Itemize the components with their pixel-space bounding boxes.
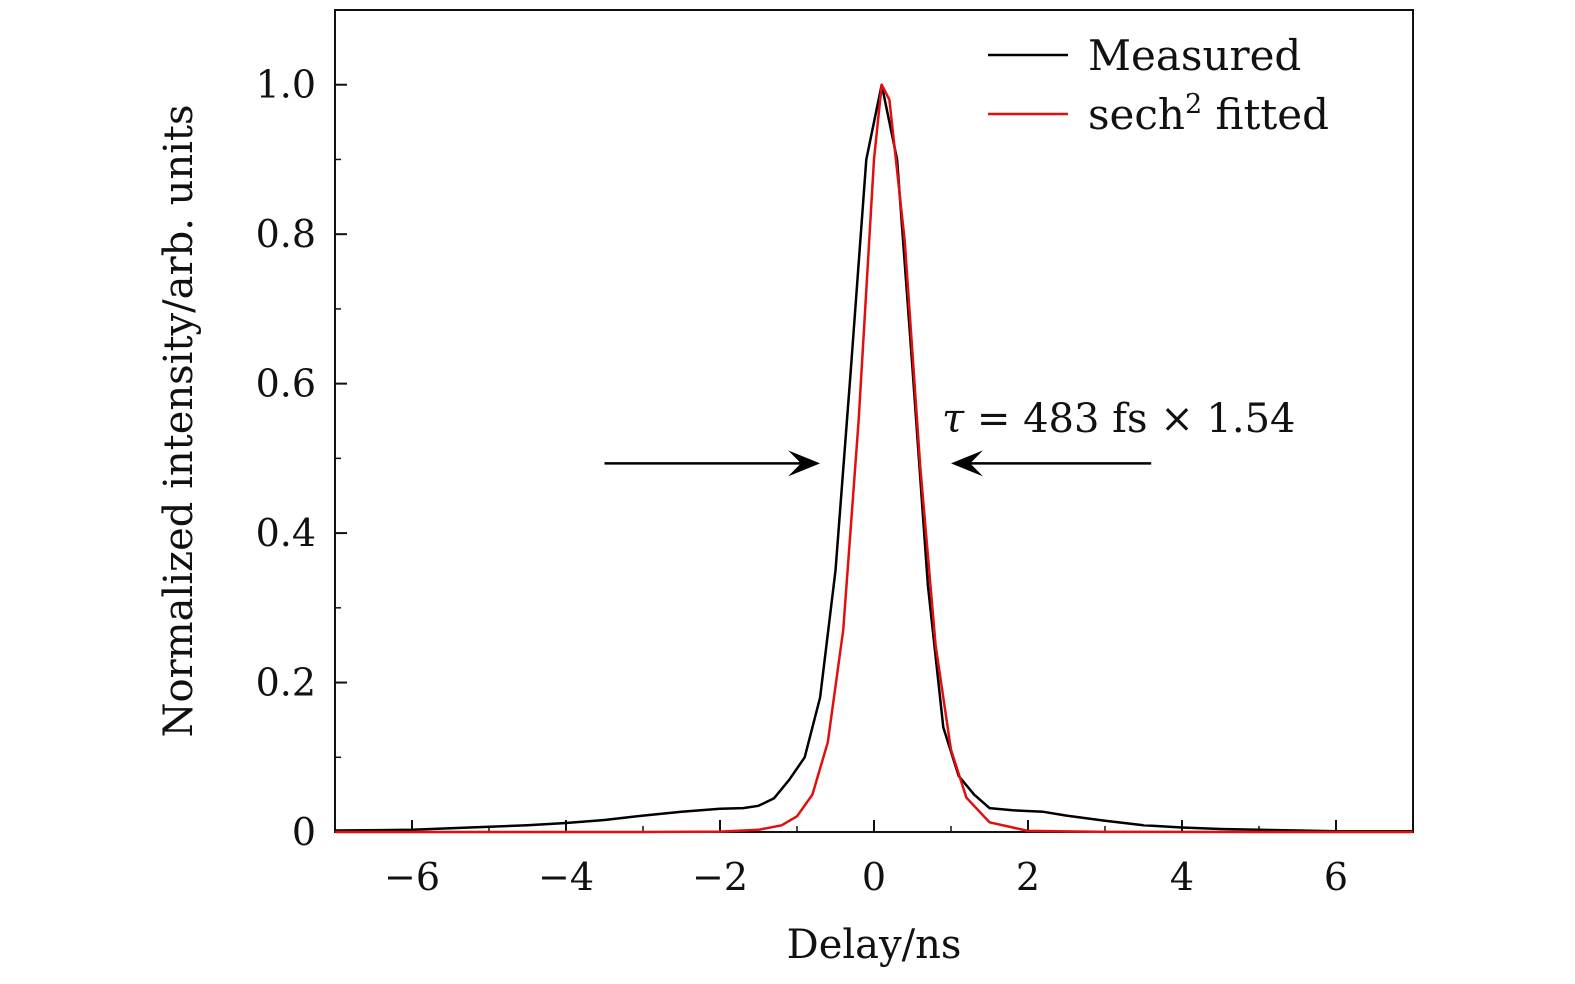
x-tick-label: −2 bbox=[692, 855, 748, 899]
fwhm-annotation: τ = 483 fs × 1.54 bbox=[604, 396, 1296, 477]
y-tick-label: 0 bbox=[292, 810, 316, 854]
legend-sech-sup: 2 bbox=[1185, 89, 1202, 120]
legend-sech-text: sech bbox=[1088, 90, 1185, 139]
y-tick-label: 0.6 bbox=[256, 362, 316, 406]
annotation-tau: τ bbox=[942, 396, 965, 442]
x-tick-label: −4 bbox=[538, 855, 594, 899]
series-lines bbox=[334, 83, 1414, 834]
y-tick-label: 0.8 bbox=[256, 212, 316, 256]
x-tick-label: 2 bbox=[1016, 855, 1040, 899]
x-tick-label: 0 bbox=[862, 855, 886, 899]
y-tick-label: 0.4 bbox=[256, 511, 316, 555]
legend-fitted-text: fitted bbox=[1202, 90, 1329, 139]
annotation-value: = 483 fs × 1.54 bbox=[964, 396, 1295, 442]
series-measured-line bbox=[334, 83, 1413, 833]
y-tick-label: 1.0 bbox=[256, 63, 316, 107]
arrow-left-head bbox=[788, 450, 821, 477]
x-tick-label: 6 bbox=[1324, 855, 1348, 899]
series-sech2-line bbox=[335, 83, 1414, 834]
legend-label-sech2: sech2 fitted bbox=[1088, 89, 1329, 139]
x-axis-label: Delay/ns bbox=[787, 922, 962, 968]
y-axis-label: Normalized intensity/arb. units bbox=[156, 104, 202, 737]
tick-labels: −6 −4 −2 0 2 4 6 0 0.2 0.4 0.6 0.8 1.0 bbox=[256, 63, 1349, 899]
arrows bbox=[604, 450, 1152, 477]
legend: Measured sech2 fitted bbox=[988, 31, 1329, 139]
x-tick-label: 4 bbox=[1170, 855, 1194, 899]
annotation-text: τ = 483 fs × 1.54 bbox=[942, 396, 1296, 442]
arrow-right-head bbox=[951, 450, 983, 477]
x-tick-label: −6 bbox=[384, 855, 440, 899]
legend-label-measured: Measured bbox=[1088, 31, 1301, 80]
y-tick-label: 0.2 bbox=[256, 661, 316, 705]
